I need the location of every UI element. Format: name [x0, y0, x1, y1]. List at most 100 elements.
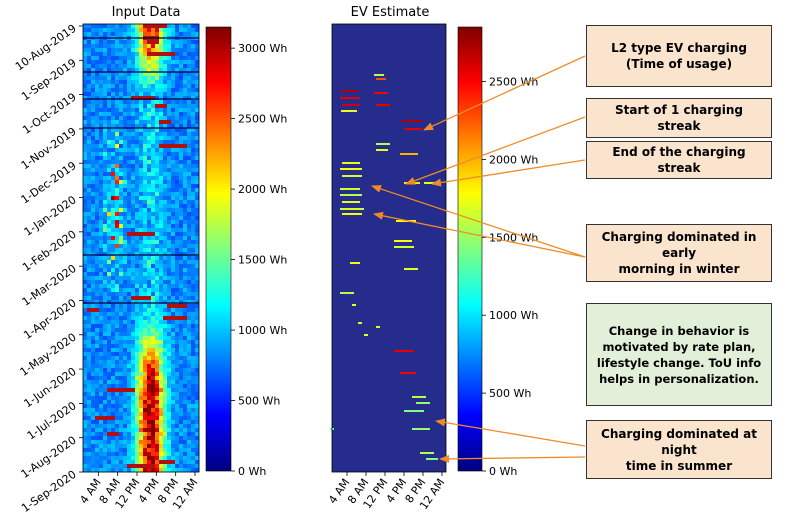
- input-cell: [91, 256, 96, 261]
- input-cell: [123, 424, 128, 429]
- input-cell: [103, 156, 108, 161]
- input-cell: [187, 316, 192, 321]
- input-cell: [115, 384, 120, 389]
- input-cell: [167, 264, 172, 269]
- input-cell: [131, 264, 136, 269]
- input-cell: [123, 444, 128, 449]
- input-cell: [155, 460, 160, 465]
- input-cell: [175, 48, 180, 53]
- input-heatmap: [83, 24, 200, 473]
- input-cell: [143, 148, 148, 153]
- input-cell: [115, 84, 120, 89]
- input-cell: [99, 248, 104, 253]
- input-cell: [127, 448, 132, 453]
- input-cell: [183, 88, 188, 93]
- input-cell: [107, 392, 112, 397]
- input-cell: [179, 372, 184, 377]
- input-cell: [83, 152, 88, 157]
- input-cell: [83, 228, 88, 233]
- input-cell: [119, 156, 124, 161]
- input-cell: [147, 288, 152, 293]
- input-cell: [119, 228, 124, 233]
- input-cell: [135, 380, 140, 385]
- input-cell: [191, 344, 196, 349]
- input-cell: [99, 356, 104, 361]
- input-cell: [99, 28, 104, 33]
- input-cell: [151, 256, 156, 261]
- input-cell: [171, 192, 176, 197]
- input-cell: [175, 88, 180, 93]
- input-cell: [139, 300, 144, 305]
- input-cell: [163, 200, 168, 205]
- input-cell: [159, 220, 164, 225]
- input-cell: [119, 200, 124, 205]
- input-cell: [115, 128, 120, 133]
- input-cell: [187, 400, 192, 405]
- input-cell: [131, 52, 136, 57]
- input-cell: [131, 276, 136, 281]
- input-cell: [83, 464, 88, 469]
- input-cell: [107, 156, 112, 161]
- input-cell: [151, 436, 156, 441]
- input-cell: [143, 308, 148, 313]
- input-cell: [131, 336, 136, 341]
- input-cell: [91, 336, 96, 341]
- input-cell: [183, 76, 188, 81]
- input-cell: [83, 120, 88, 125]
- input-cell: [159, 184, 164, 189]
- input-cell: [147, 148, 152, 153]
- input-cell: [179, 420, 184, 425]
- input-cell: [179, 456, 184, 461]
- input-cell: [123, 196, 128, 201]
- input-cell: [103, 312, 108, 317]
- input-cell: [179, 128, 184, 133]
- input-cell: [151, 368, 156, 373]
- input-cell: [127, 188, 132, 193]
- input-cell: [135, 200, 140, 205]
- input-cell: [87, 52, 92, 57]
- input-cell: [87, 300, 92, 305]
- input-cell: [127, 420, 132, 425]
- input-cell: [95, 100, 100, 105]
- input-cell: [183, 264, 188, 269]
- input-cell: [87, 136, 92, 141]
- input-cell: [131, 76, 136, 81]
- input-cell: [147, 168, 152, 173]
- input-cell: [167, 200, 172, 205]
- input-cell: [143, 396, 148, 401]
- input-cell: [103, 360, 108, 365]
- input-cell: [111, 228, 116, 233]
- input-cell: [187, 24, 192, 29]
- input-cell: [183, 412, 188, 417]
- input-cell: [99, 172, 104, 177]
- input-cell: [139, 136, 144, 141]
- input-cell: [83, 372, 88, 377]
- input-cell: [83, 116, 88, 121]
- input-cell: [131, 260, 136, 265]
- input-cell: [179, 120, 184, 125]
- input-cell: [167, 212, 172, 217]
- input-cell: [87, 216, 92, 221]
- input-cell: [119, 264, 124, 269]
- input-cell: [195, 192, 200, 197]
- input-cell: [83, 180, 88, 185]
- input-cell: [175, 376, 180, 381]
- input-cell: [163, 312, 168, 317]
- input-cell: [123, 188, 128, 193]
- input-cell: [91, 320, 96, 325]
- input-cell: [171, 60, 176, 65]
- input-cell: [131, 456, 136, 461]
- input-cell: [179, 368, 184, 373]
- input-cell: [151, 124, 156, 129]
- input-cell: [135, 128, 140, 133]
- input-cell: [131, 436, 136, 441]
- input-cell: [167, 124, 172, 129]
- input-cell: [131, 316, 136, 321]
- input-cell: [179, 220, 184, 225]
- input-cell: [195, 284, 200, 289]
- input-cell: [91, 300, 96, 305]
- input-cell: [195, 252, 200, 257]
- input-cell: [179, 68, 184, 73]
- input-cell: [167, 172, 172, 177]
- input-cell: [91, 128, 96, 133]
